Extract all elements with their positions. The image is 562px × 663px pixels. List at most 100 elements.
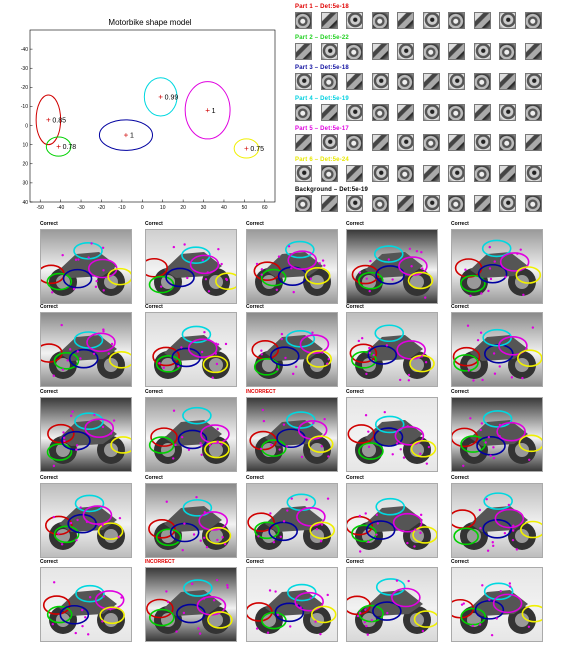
- motorbike-detection-image: [145, 397, 237, 472]
- motorbike-detection-image: [451, 312, 543, 387]
- part-detection-ellipse: [452, 509, 477, 529]
- feature-point: [309, 596, 312, 600]
- motorbike-detection-image: [40, 483, 132, 558]
- feature-point: [79, 357, 82, 360]
- feature-point: [278, 448, 281, 451]
- part-thumbnail: [295, 73, 312, 90]
- part-detection-ellipse: [309, 521, 336, 540]
- part-detection-ellipse: [146, 598, 174, 619]
- feature-point: [414, 528, 417, 531]
- part-detection-ellipse: [483, 582, 514, 601]
- feature-point: [531, 326, 535, 329]
- part-detection-ellipse: [46, 443, 73, 461]
- feature-point: [280, 332, 284, 336]
- feature-point: [508, 585, 512, 588]
- feature-point: [318, 262, 321, 265]
- detection-status-label: Correct: [346, 389, 364, 395]
- part-detection-ellipse: [394, 426, 425, 446]
- part-thumbnail: [524, 103, 542, 121]
- feature-point: [101, 246, 105, 249]
- feature-point: [81, 624, 84, 628]
- x-tick-label: 60: [262, 205, 268, 211]
- part-thumbnail: [346, 12, 363, 29]
- feature-point: [216, 538, 219, 542]
- x-tick-label: -40: [57, 205, 64, 211]
- feature-point: [493, 260, 496, 263]
- feature-point: [220, 262, 223, 266]
- motorbike-detection-image: [145, 229, 237, 304]
- part-detection-ellipse: [198, 511, 228, 531]
- part-detection-ellipse: [285, 240, 315, 259]
- feature-point: [385, 344, 389, 347]
- part-thumbnail: [371, 12, 389, 29]
- motorbike-detection-image: [346, 483, 438, 558]
- feature-point: [375, 533, 378, 536]
- detection-status-label: Correct: [145, 389, 163, 395]
- feature-point: [87, 256, 90, 259]
- feature-point: [287, 245, 291, 248]
- part-thumbnail: [473, 73, 491, 90]
- feature-point: [260, 273, 263, 276]
- feature-point: [383, 410, 386, 414]
- feature-point: [224, 342, 228, 346]
- feature-point: [464, 268, 467, 271]
- part-detection-ellipse: [53, 525, 80, 544]
- feature-point: [276, 613, 280, 616]
- feature-point: [476, 338, 480, 342]
- feature-point: [186, 276, 189, 280]
- feature-point: [269, 512, 272, 515]
- part-detection-ellipse: [453, 527, 479, 546]
- feature-point: [321, 259, 325, 262]
- plot-title: Motorbike shape model: [108, 18, 191, 27]
- part-thumbnail: [524, 134, 542, 151]
- feature-point: [395, 579, 399, 582]
- part-detection-ellipse: [375, 578, 406, 596]
- feature-point: [372, 353, 375, 357]
- part-thumbnail: [422, 12, 440, 29]
- part-thumbnail: [346, 164, 363, 182]
- feature-point: [69, 348, 72, 351]
- part-detection-ellipse: [357, 271, 384, 290]
- part-detection-ellipse: [182, 406, 212, 425]
- part-thumbnail: [499, 103, 516, 121]
- feature-point: [398, 378, 402, 382]
- part-thumbnail: [422, 42, 440, 60]
- feature-point: [479, 527, 482, 530]
- x-tick-label: 20: [180, 205, 186, 211]
- detection-status-label: Correct: [451, 304, 469, 310]
- feature-point: [486, 549, 490, 552]
- feature-point: [521, 376, 524, 380]
- motorbike-detection-image: [451, 397, 543, 472]
- feature-point: [480, 292, 483, 295]
- part-detection-ellipse: [108, 350, 131, 369]
- motorbike-detection-image: [40, 312, 132, 387]
- motorbike-detection-image: [246, 483, 338, 558]
- feature-point: [326, 362, 329, 365]
- part-detection-ellipse: [482, 410, 513, 428]
- feature-point: [221, 536, 224, 539]
- detection-status-label: Correct: [40, 221, 58, 227]
- feature-point: [314, 620, 317, 623]
- part-detection-ellipse: [349, 343, 378, 364]
- feature-point: [299, 606, 302, 609]
- part-detection-ellipse: [518, 434, 542, 453]
- part-detection-ellipse: [59, 604, 90, 625]
- part-detection-ellipse: [521, 604, 542, 623]
- part-thumbnail: [371, 42, 389, 60]
- feature-point: [260, 268, 264, 271]
- feature-point: [507, 503, 511, 507]
- feature-point: [421, 629, 425, 633]
- feature-point: [368, 289, 371, 293]
- feature-point: [205, 545, 209, 549]
- feature-point: [62, 431, 65, 434]
- y-tick-label: 10: [22, 142, 28, 148]
- part-label: Part 6 – Det:5e-24: [295, 156, 349, 163]
- y-tick-label: 30: [22, 181, 28, 187]
- part-detection-ellipse: [482, 519, 513, 539]
- x-tick-label: -20: [98, 205, 105, 211]
- feature-point: [484, 441, 487, 444]
- feature-point: [101, 523, 104, 527]
- feature-point: [367, 445, 371, 449]
- feature-point: [260, 353, 263, 356]
- part-detection-ellipse: [306, 350, 333, 368]
